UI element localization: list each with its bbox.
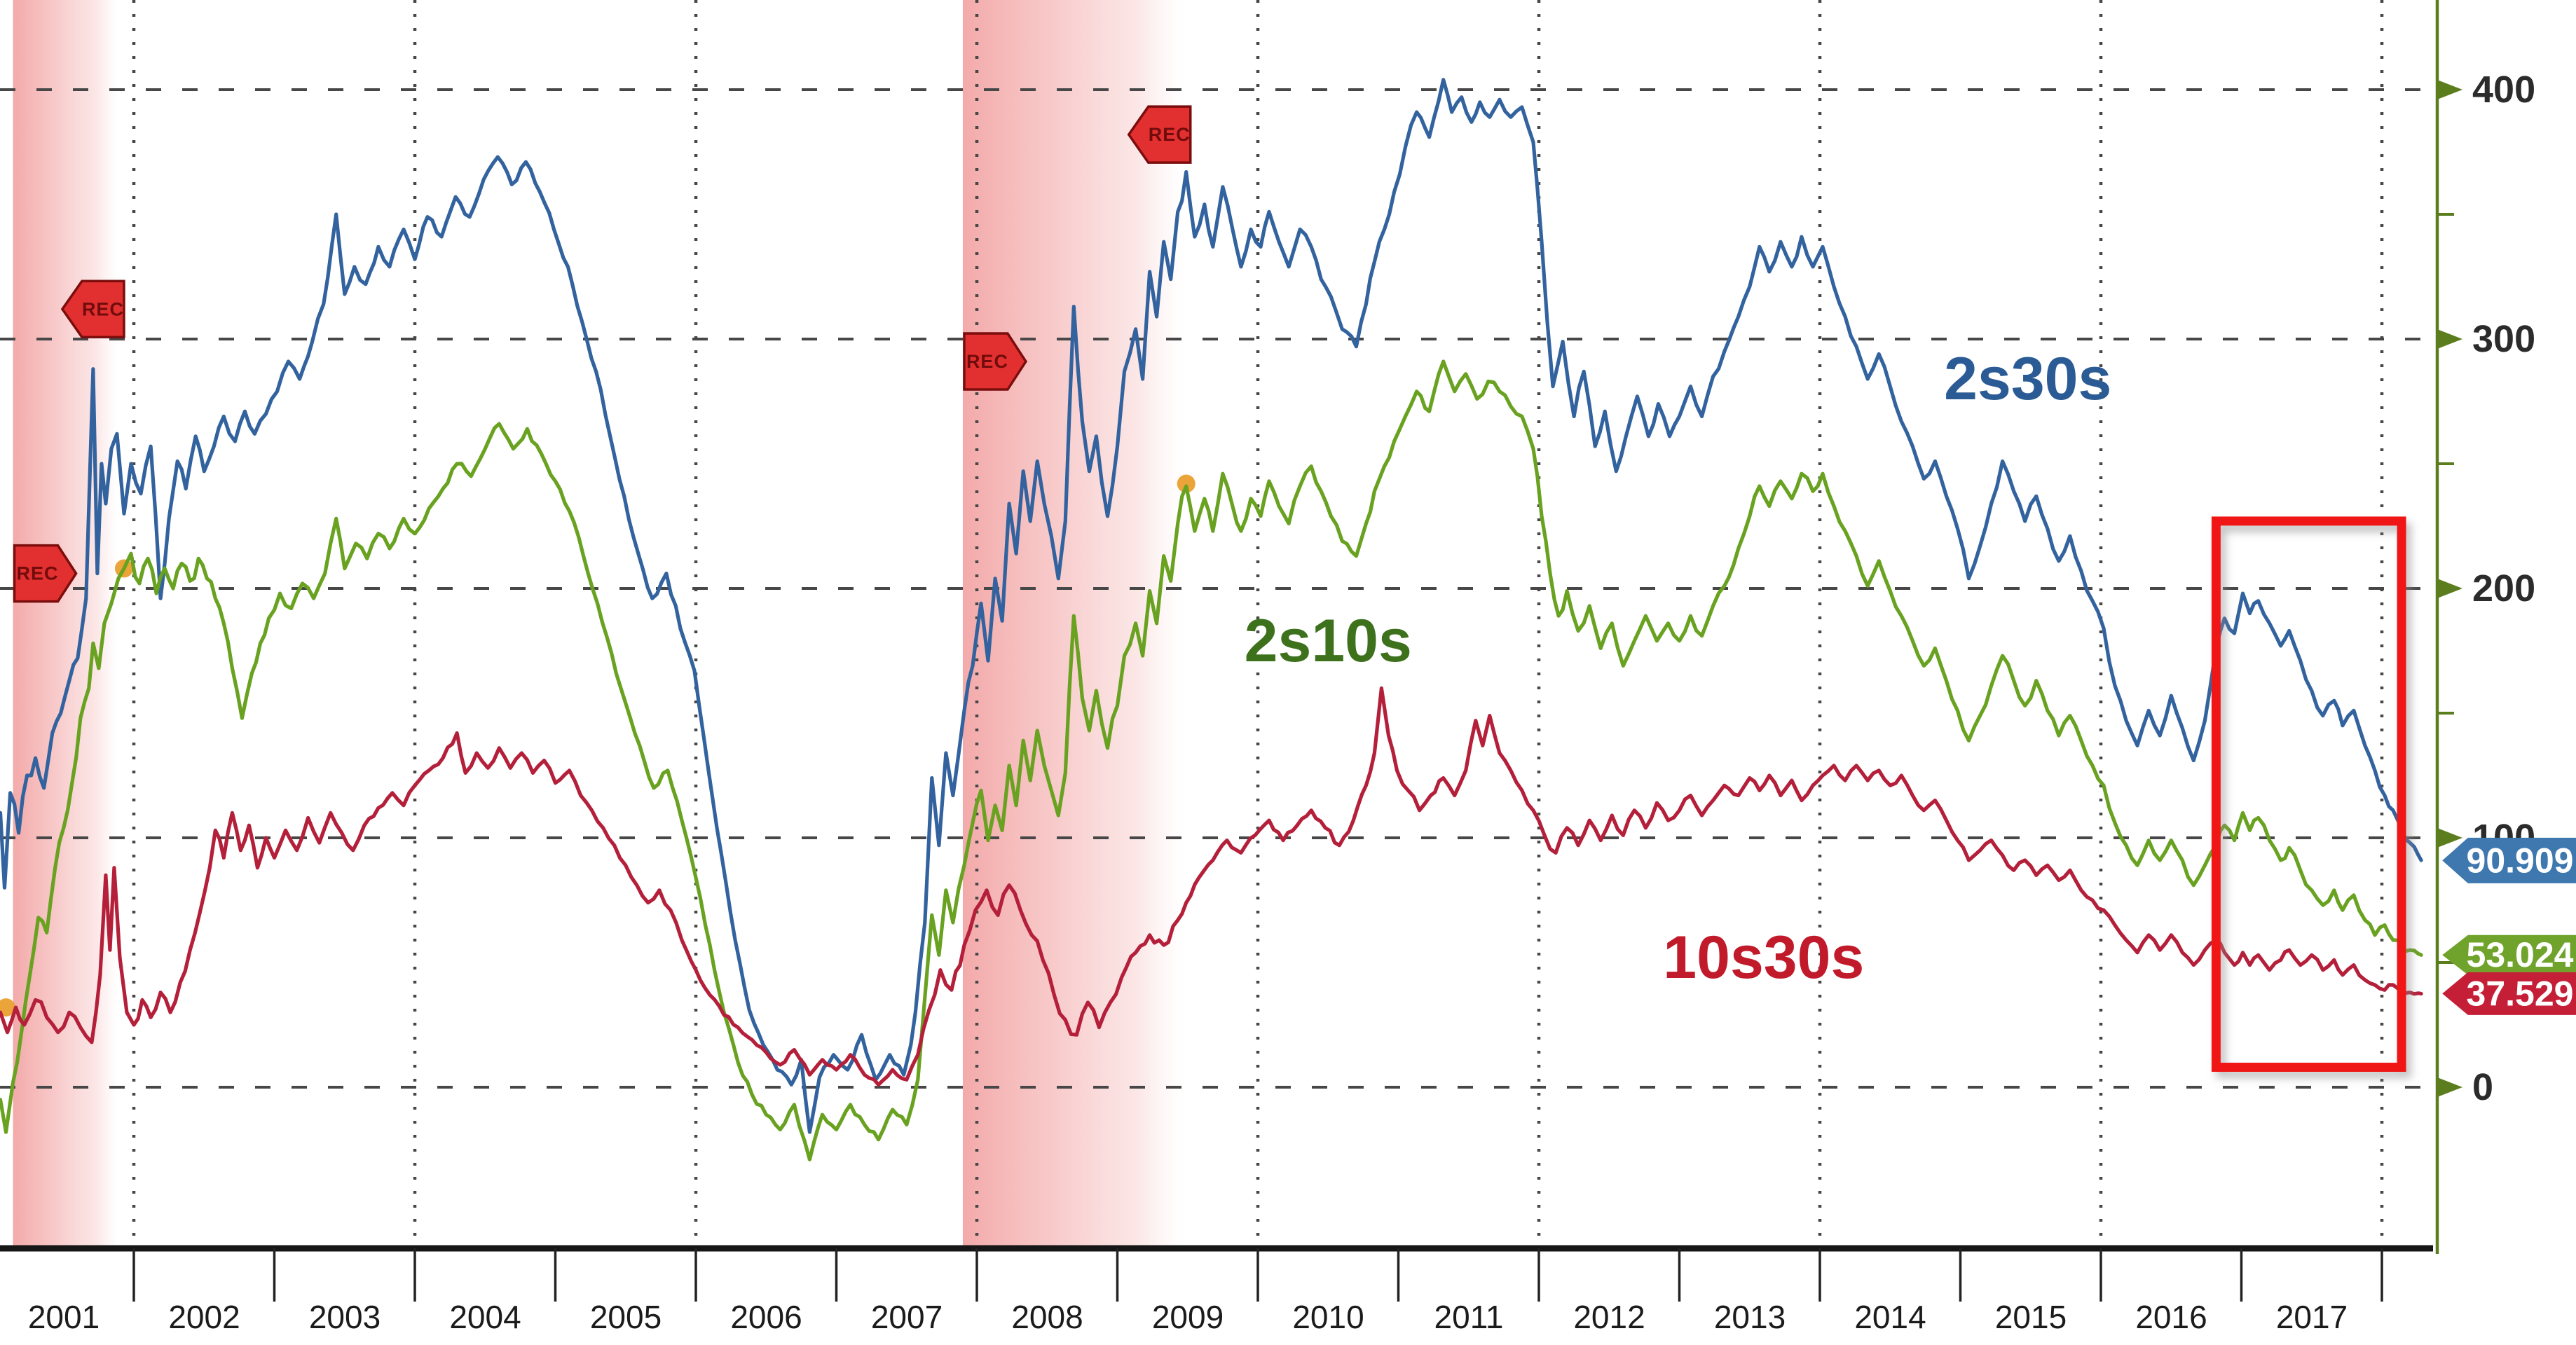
x-axis-year-label: 2002 [168,1299,240,1335]
event-dot [1177,474,1195,493]
rec-marker-label: REC [82,298,124,319]
series-label-2s10s: 2s10s [1245,607,1412,675]
value-tag-label-2s30s: 90.909 [2467,841,2574,880]
x-axis-year-label: 2016 [2135,1299,2207,1335]
x-axis-year-label: 2012 [1573,1299,1645,1335]
rec-marker [1127,105,1192,164]
y-axis-tick-label: 400 [2472,69,2535,111]
x-axis-year-label: 2006 [730,1299,802,1335]
rec-marker-label: REC [1149,124,1191,145]
rec-marker [13,544,78,603]
series-line-2s10s [0,359,2423,1161]
series-lines-layer [0,78,2423,1161]
y-axis-tick-arrow [2437,329,2462,349]
rec-markers-layer: REC REC REC REC [13,105,1192,603]
value-tag-label-10s30s: 37.529 [2467,974,2574,1013]
x-axis-year-label: 2017 [2276,1299,2348,1335]
axes-layer: 2001 2002 2003 2004 2005 2006 2007 2008 2009 2010… [0,0,2535,1335]
y-axis-tick-arrow [2437,1077,2462,1097]
value-tag-10s30s [2442,972,2576,1015]
x-axis-year-label: 2013 [1714,1299,1786,1335]
rec-marker [60,280,125,339]
gridlines-layer [0,0,2437,1248]
y-axis-tick-arrow [2437,80,2462,99]
y-axis-tick-arrow [2437,828,2462,848]
x-axis-year-label: 2015 [1995,1299,2067,1335]
y-axis-tick-label: 200 [2472,567,2535,609]
x-axis-year-label: 2014 [1854,1299,1926,1335]
x-axis-year-label: 2008 [1011,1299,1083,1335]
recession-band [13,0,120,1248]
x-axis-year-label: 2005 [590,1299,662,1335]
recession-bands-layer [13,0,1186,1248]
y-axis-tick-arrow [2437,579,2462,598]
highlight-box [2211,516,2406,1072]
series-label-10s30s: 10s30s [1663,924,1864,991]
x-axis-year-label: 2003 [309,1299,381,1335]
x-axis-year-label: 2007 [871,1299,943,1335]
series-label-2s30s: 2s30s [1944,345,2111,413]
series-line-10s30s [0,686,2423,1087]
x-axis-year-label: 2011 [1434,1299,1504,1335]
series-line-2s30s [0,78,2423,1134]
event-dot [0,998,15,1017]
y-axis-tick-label: 300 [2472,318,2535,360]
rec-marker-label: REC [966,351,1008,372]
x-axis-year-label: 2001 [28,1299,100,1335]
value-tag-label-2s10s: 53.024 [2467,935,2574,974]
x-axis-year-label: 2009 [1152,1299,1224,1335]
y-axis-tick-label: 0 [2472,1066,2493,1108]
value-tag-2s30s [2442,837,2576,883]
x-axis-year-label: 2004 [449,1299,521,1335]
x-axis-year-label: 2010 [1292,1299,1364,1335]
value-tag-2s10s [2442,934,2576,975]
rec-marker [963,332,1028,391]
rec-marker-label: REC [17,563,59,584]
